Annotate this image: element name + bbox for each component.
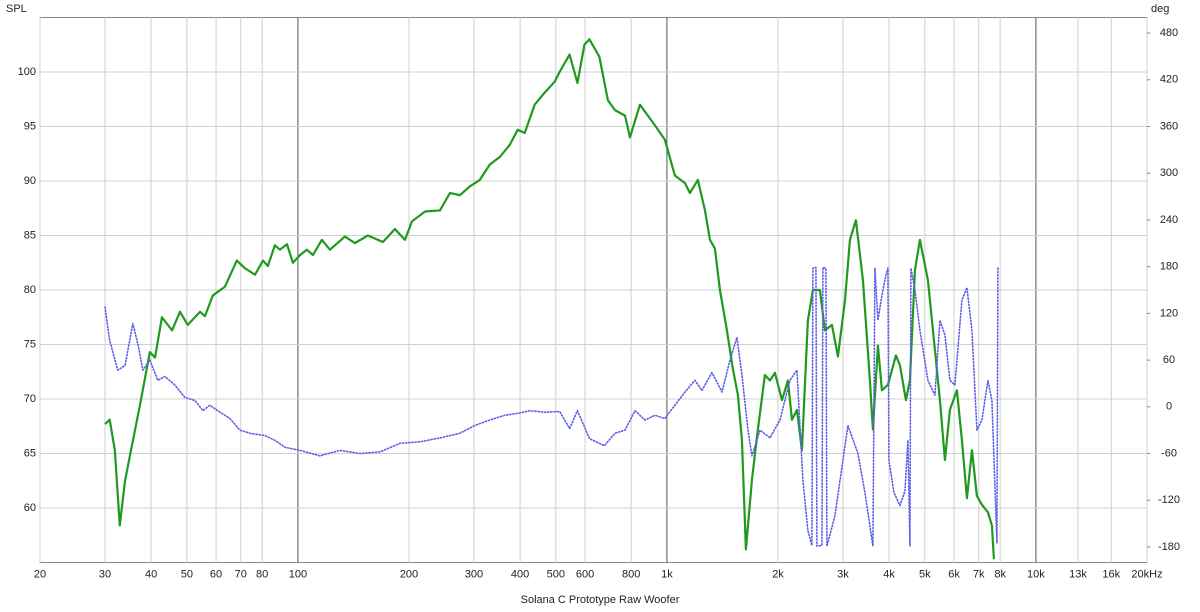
x-tick-label: 600 (576, 568, 594, 580)
y-tick-label: 60 (24, 502, 36, 514)
y2-tick-label: 300 (1160, 167, 1178, 179)
y2-tick-label: 180 (1160, 261, 1178, 273)
y-tick-label: 95 (24, 120, 36, 132)
x-tick-label: 6k (948, 568, 960, 580)
x-tick-label: 10k (1027, 568, 1045, 580)
x-tick-label: 500 (547, 568, 565, 580)
x-axis-label: Solana C Prototype Raw Woofer (521, 594, 680, 606)
x-tick-label: 7k (973, 568, 985, 580)
y-tick-label: 90 (24, 175, 36, 187)
x-tick-label: 13k (1069, 568, 1087, 580)
x-tick-label: 30 (99, 568, 111, 580)
x-tick-label: 100 (289, 568, 307, 580)
x-tick-label: 50 (181, 568, 193, 580)
y-axis-label: SPL (6, 3, 27, 15)
y2-tick-label: -120 (1158, 494, 1180, 506)
y-tick-label: 65 (24, 447, 36, 459)
data-layer (104, 38, 999, 560)
x-tick-label: 8k (994, 568, 1006, 580)
x-tick-label: 70 (235, 568, 247, 580)
y2-tick-label: 480 (1160, 27, 1178, 39)
x-tick-label: 16k (1102, 568, 1120, 580)
x-tick-label: 2k (772, 568, 784, 580)
x-tick-label: 3k (837, 568, 849, 580)
y-tick-label: 75 (24, 338, 36, 350)
x-tick-label: 4k (883, 568, 895, 580)
spl-line (104, 38, 996, 560)
y2-tick-label: -180 (1158, 541, 1180, 553)
x-tick-label: 800 (622, 568, 640, 580)
y2-tick-label: 60 (1163, 354, 1175, 366)
grid (39, 17, 1148, 563)
x-tick-label: 80 (256, 568, 268, 580)
y-tick-label: 85 (24, 229, 36, 241)
y2-tick-label: 240 (1160, 214, 1178, 226)
y2-tick-label: 120 (1160, 307, 1178, 319)
y2-tick-label: 0 (1166, 401, 1172, 413)
phase-line (104, 266, 999, 547)
y-tick-label: 80 (24, 284, 36, 296)
y2-tick-label: -60 (1161, 447, 1177, 459)
x-tick-label: 200 (400, 568, 418, 580)
x-tick-label: 1k (661, 568, 673, 580)
x-tick-label: 5k (919, 568, 931, 580)
x-tick-label: 300 (465, 568, 483, 580)
x-tick-label: 400 (511, 568, 529, 580)
x-tick-label: 60 (210, 568, 222, 580)
x-tick-label: 40 (145, 568, 157, 580)
y-tick-label: 100 (18, 66, 36, 78)
x-tick-label: 20 (34, 568, 46, 580)
y2-tick-label: 360 (1160, 120, 1178, 132)
y-tick-label: 70 (24, 393, 36, 405)
x-tick-label: 20kHz (1131, 568, 1162, 580)
y2-axis-label: deg (1151, 3, 1169, 15)
y2-tick-label: 420 (1160, 74, 1178, 86)
